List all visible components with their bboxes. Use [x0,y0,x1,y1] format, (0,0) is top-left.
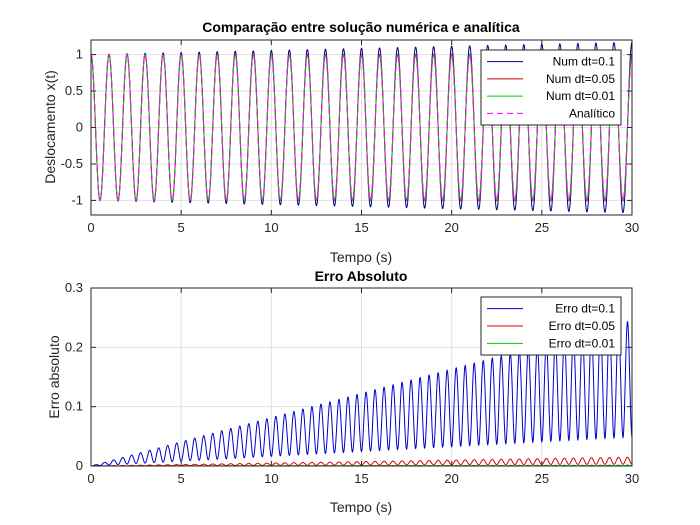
ticks: 0 5 10 15 20 25 30 0 0.1 0.2 0.3 [65,280,639,486]
legend-entry: Erro dt=0.1 [555,302,615,316]
y-tick-label: 0.1 [65,399,83,414]
x-tick-label: 20 [444,220,458,235]
y-tick-label: 0 [76,458,83,473]
y-tick-label: 1 [76,47,83,62]
legend-entry: Erro dt=0.05 [549,319,616,333]
x-tick-label: 30 [625,220,639,235]
x-tick-label: 5 [178,220,185,235]
legend-entry: Num dt=0.1 [553,55,616,69]
legend-box [480,49,622,126]
y-tick-label: 0.5 [65,83,83,98]
x-tick-label: 25 [535,471,549,486]
x-axis-label: Tempo (s) [330,499,392,515]
y-axis-label: Deslocamento x(t) [42,70,58,184]
x-tick-label: 25 [535,220,549,235]
y-axis-label: Erro absoluto [46,335,62,418]
x-axis-label: Tempo (s) [330,249,392,265]
legend: Erro dt=0.1 Erro dt=0.05 Erro dt=0.01 [480,296,622,356]
y-tick-label: 0 [76,120,83,135]
x-tick-label: 15 [354,471,368,486]
legend-entry: Num dt=0.01 [546,89,615,103]
x-tick-label: 0 [87,471,94,486]
legend-entry: Num dt=0.05 [546,72,615,86]
chart-title: Erro Absoluto [315,268,408,284]
x-tick-label: 10 [264,471,278,486]
x-tick-label: 0 [87,220,94,235]
x-tick-label: 10 [264,220,278,235]
x-tick-label: 30 [625,471,639,486]
chart-absolute-error: 0 5 10 15 20 25 30 0 0.1 0.2 0.3 Erro Absoluto Tem… [46,268,639,515]
ticks: 0 5 10 15 20 25 30 -1 -0.5 0 0.5 1 [61,40,639,235]
x-tick-label: 15 [354,220,368,235]
y-tick-label: 0.3 [65,280,83,295]
chart-displacement: 0 5 10 15 20 25 30 -1 -0.5 0 0.5 1 Comparação entre… [42,19,639,265]
series-line-4 [90,53,633,202]
y-tick-label: -1 [71,192,83,207]
x-tick-label: 20 [444,471,458,486]
legend: Num dt=0.1 Num dt=0.05 Num dt=0.01 Analític… [480,49,622,126]
legend-entry: Analítico [569,106,615,120]
y-tick-label: 0.2 [65,339,83,354]
x-tick-label: 5 [178,471,185,486]
y-tick-label: -0.5 [61,156,83,171]
legend-entry: Erro dt=0.01 [549,336,616,350]
chart-title: Comparação entre solução numérica e anal… [202,19,520,35]
